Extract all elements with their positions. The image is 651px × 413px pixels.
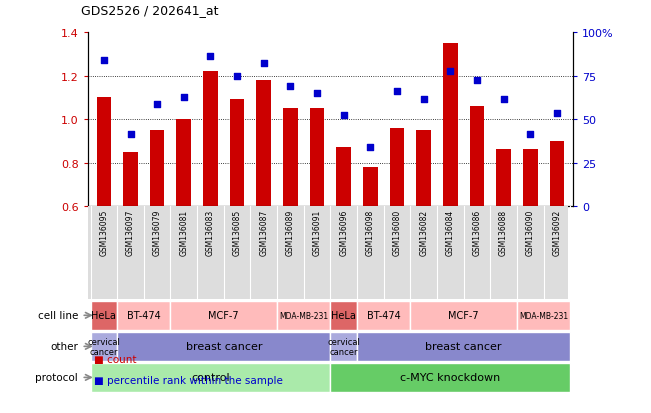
Bar (150, 131, 165, 206)
Text: GSM136095: GSM136095 (100, 209, 108, 256)
Text: GSM136087: GSM136087 (259, 209, 268, 255)
Text: GSM136089: GSM136089 (286, 209, 295, 255)
Text: ■ percentile rank within the sample: ■ percentile rank within the sample (94, 375, 283, 385)
Bar (517, 301, 570, 330)
Bar (549, 141, 564, 206)
Bar (117, 301, 171, 330)
Point (258, 60, 269, 67)
Text: GSM136088: GSM136088 (499, 209, 508, 255)
Bar (469, 107, 484, 206)
Point (285, 84, 296, 90)
Point (445, 69, 456, 75)
Bar (90, 332, 117, 361)
Text: HeLa: HeLa (331, 311, 356, 320)
Text: GSM136097: GSM136097 (126, 209, 135, 256)
Text: BT-474: BT-474 (127, 311, 161, 320)
Point (551, 110, 562, 116)
Point (339, 112, 349, 119)
Text: GSM136079: GSM136079 (153, 209, 161, 256)
Point (365, 145, 376, 151)
Text: GSM136091: GSM136091 (312, 209, 322, 255)
Text: control: control (191, 373, 230, 382)
Bar (363, 168, 378, 206)
Text: GSM136082: GSM136082 (419, 209, 428, 255)
Bar (390, 128, 404, 206)
Point (232, 73, 242, 80)
Text: cervical
cancer: cervical cancer (87, 337, 120, 356)
Text: MCF-7: MCF-7 (208, 311, 239, 320)
Text: cervical
cancer: cervical cancer (327, 337, 360, 356)
Point (419, 97, 429, 104)
Bar (90, 363, 330, 392)
Bar (357, 301, 410, 330)
Point (152, 101, 162, 108)
Text: GSM136085: GSM136085 (232, 209, 242, 255)
Point (312, 90, 322, 97)
Text: cell line: cell line (38, 311, 78, 320)
Text: protocol: protocol (35, 373, 78, 382)
Point (472, 78, 482, 84)
Text: GSM136083: GSM136083 (206, 209, 215, 255)
Text: GSM136080: GSM136080 (393, 209, 402, 255)
Bar (277, 301, 330, 330)
Bar (283, 109, 298, 206)
Point (99, 58, 109, 64)
Bar (330, 363, 570, 392)
Bar (171, 301, 277, 330)
Point (205, 54, 215, 60)
Bar (337, 148, 351, 206)
Text: other: other (50, 342, 78, 351)
Text: BT-474: BT-474 (367, 311, 400, 320)
Text: MCF-7: MCF-7 (449, 311, 479, 320)
Text: GSM136081: GSM136081 (179, 209, 188, 255)
Bar (256, 81, 271, 206)
Text: HeLa: HeLa (91, 311, 117, 320)
Text: GSM136084: GSM136084 (446, 209, 455, 255)
Bar (310, 109, 324, 206)
Bar (417, 131, 431, 206)
Point (392, 88, 402, 95)
Bar (330, 332, 357, 361)
Bar (523, 150, 538, 206)
Point (499, 97, 509, 104)
Point (178, 95, 189, 102)
Bar (410, 301, 517, 330)
Point (525, 132, 536, 138)
Text: MDA-MB-231: MDA-MB-231 (279, 311, 328, 320)
Point (125, 132, 135, 138)
Text: breast cancer: breast cancer (425, 342, 502, 351)
Text: GSM136086: GSM136086 (473, 209, 482, 255)
Text: GDS2526 / 202641_at: GDS2526 / 202641_at (81, 4, 219, 17)
Text: breast cancer: breast cancer (186, 342, 262, 351)
Text: MDA-MB-231: MDA-MB-231 (519, 311, 568, 320)
Bar (330, 301, 357, 330)
Text: GSM136092: GSM136092 (553, 209, 561, 255)
Bar (496, 150, 511, 206)
Bar (230, 100, 244, 206)
Text: ■ count: ■ count (94, 354, 137, 364)
Bar (117, 332, 330, 361)
Bar (176, 120, 191, 206)
Text: GSM136096: GSM136096 (339, 209, 348, 256)
Bar (443, 44, 458, 206)
Text: c-MYC knockdown: c-MYC knockdown (400, 373, 501, 382)
Bar (203, 72, 218, 206)
Bar (357, 332, 570, 361)
Bar (123, 152, 138, 206)
Bar (96, 98, 111, 206)
Text: GSM136098: GSM136098 (366, 209, 375, 255)
Text: GSM136090: GSM136090 (526, 209, 534, 256)
Bar (90, 301, 117, 330)
